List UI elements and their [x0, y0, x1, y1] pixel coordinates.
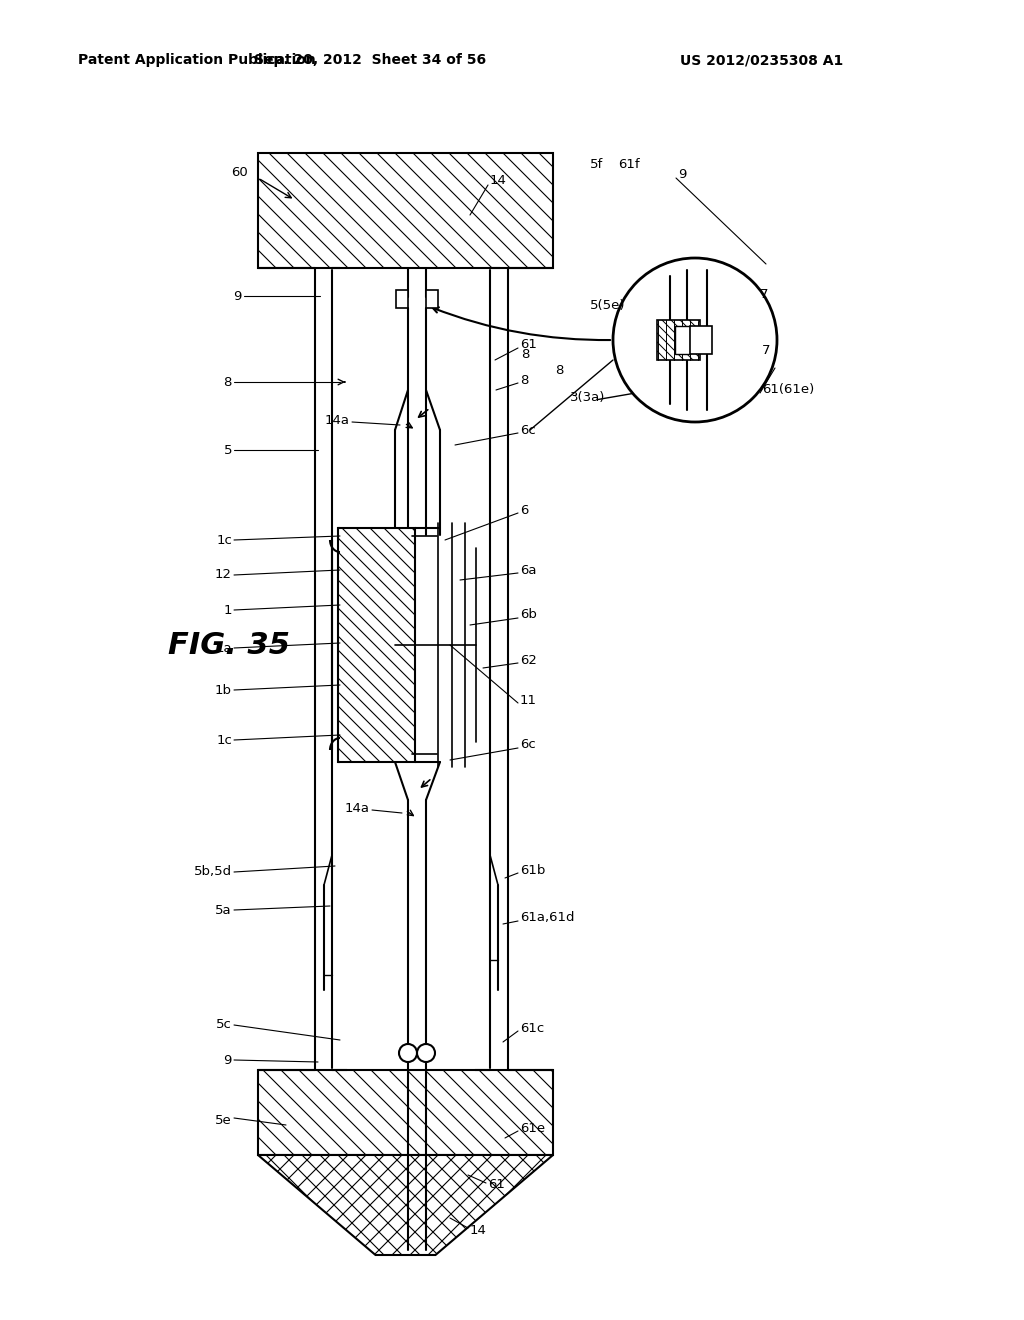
Text: 5: 5: [223, 444, 232, 457]
Text: 62: 62: [520, 653, 537, 667]
Text: 11: 11: [520, 693, 537, 706]
Text: 8: 8: [223, 375, 232, 388]
Bar: [657, 319, 700, 360]
Bar: [258, 1071, 553, 1155]
Bar: [338, 528, 415, 762]
Text: FIG. 35: FIG. 35: [168, 631, 290, 660]
Text: 6c: 6c: [520, 738, 536, 751]
Text: 5c: 5c: [216, 1019, 232, 1031]
Text: Patent Application Publication: Patent Application Publication: [78, 53, 315, 67]
Text: 5(5e): 5(5e): [590, 298, 626, 312]
Text: 61f: 61f: [618, 158, 640, 172]
Text: 14: 14: [490, 173, 507, 186]
Text: 5b,5d: 5b,5d: [194, 866, 232, 879]
Text: 8: 8: [520, 374, 528, 387]
Text: 14a: 14a: [345, 801, 370, 814]
Text: 9: 9: [678, 169, 686, 181]
Circle shape: [417, 1044, 435, 1063]
Text: 5e: 5e: [215, 1114, 232, 1126]
Text: 9: 9: [233, 289, 242, 302]
Text: 1b: 1b: [215, 684, 232, 697]
Text: 61a,61d: 61a,61d: [520, 912, 574, 924]
Text: 1c: 1c: [216, 734, 232, 747]
Text: 14: 14: [470, 1224, 486, 1237]
Text: 14a: 14a: [325, 413, 350, 426]
Text: 6c: 6c: [520, 424, 536, 437]
Polygon shape: [258, 1155, 553, 1255]
Text: 6a: 6a: [520, 564, 537, 577]
Text: 61e: 61e: [520, 1122, 545, 1134]
Text: 1a: 1a: [215, 642, 232, 655]
Text: 6: 6: [520, 503, 528, 516]
Text: 5a: 5a: [215, 903, 232, 916]
Text: 12: 12: [215, 569, 232, 582]
Text: 1c: 1c: [216, 533, 232, 546]
Text: 61(61e): 61(61e): [762, 384, 814, 396]
Text: 7: 7: [762, 343, 770, 356]
Bar: [690, 326, 712, 354]
Text: 61b: 61b: [520, 863, 546, 876]
Text: 8: 8: [555, 363, 563, 376]
Bar: [396, 290, 408, 308]
Text: 1: 1: [223, 603, 232, 616]
Circle shape: [613, 257, 777, 422]
Circle shape: [399, 1044, 417, 1063]
Bar: [426, 290, 438, 308]
Polygon shape: [675, 326, 690, 354]
Text: 6b: 6b: [520, 609, 537, 622]
Bar: [258, 153, 553, 268]
Text: 9: 9: [223, 1053, 232, 1067]
Text: 3(3a): 3(3a): [570, 392, 605, 404]
Text: 5f: 5f: [590, 158, 603, 172]
Text: 60: 60: [231, 165, 248, 178]
Text: Sep. 20, 2012  Sheet 34 of 56: Sep. 20, 2012 Sheet 34 of 56: [254, 53, 486, 67]
Text: 7: 7: [760, 289, 768, 301]
Text: US 2012/0235308 A1: US 2012/0235308 A1: [680, 53, 843, 67]
Text: 61: 61: [520, 338, 537, 351]
Text: 8: 8: [521, 348, 530, 362]
Text: 61: 61: [488, 1179, 505, 1192]
Text: 61c: 61c: [520, 1022, 544, 1035]
